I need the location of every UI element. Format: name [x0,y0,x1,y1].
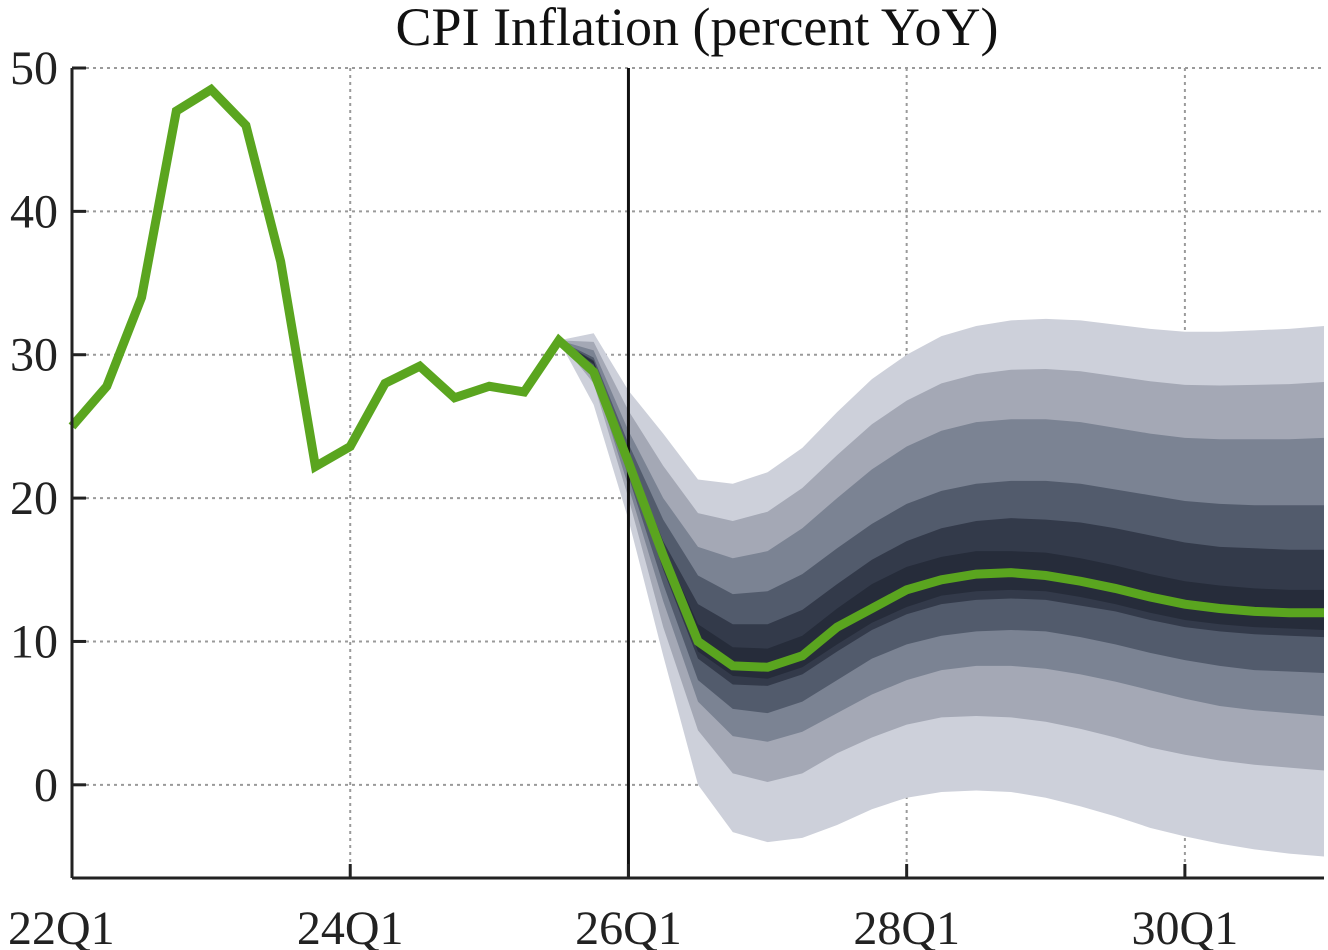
x-tick-label: 24Q1 [297,902,404,950]
y-tick-label: 50 [10,42,58,95]
fan-band-30 [558,340,1324,714]
y-tick-label: 0 [34,759,58,812]
cpi-series [68,83,1324,672]
x-tick-label: 28Q1 [853,902,960,950]
tick-labels: 0 10 20 30 40 50 22Q1 24Q1 26Q1 28Q1 30Q1 [8,42,1238,950]
y-tick-label: 20 [10,472,58,525]
cpi-inflation-line [68,83,1324,672]
y-tick-label: 30 [10,329,58,382]
y-tick-label: 10 [10,615,58,668]
y-tick-label: 40 [10,185,58,238]
axes [70,66,1324,880]
x-tick-label: 26Q1 [575,902,682,950]
x-tick-label: 22Q1 [8,902,115,950]
x-tick-label: 30Q1 [1132,902,1239,950]
chart-title: CPI Inflation (percent YoY) [396,0,999,57]
